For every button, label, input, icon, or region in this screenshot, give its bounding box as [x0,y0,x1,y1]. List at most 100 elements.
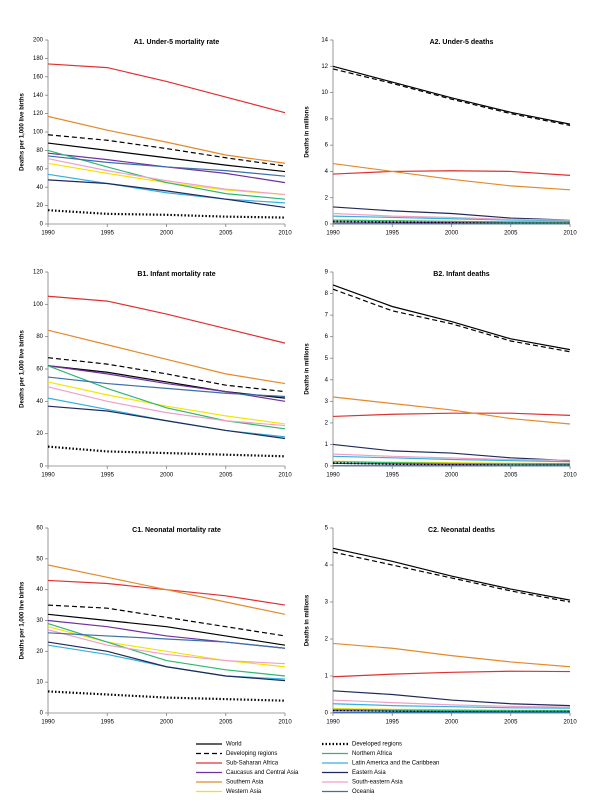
y-tick-label: 5 [325,356,329,362]
series-line [332,642,571,668]
series-line [47,376,286,398]
y-tick-label: 160 [33,74,44,80]
legend-label: Eastern Asia [352,770,386,776]
series-line [332,453,571,461]
y-tick-label: 7 [325,313,329,319]
series-line [332,461,570,465]
series-line [332,284,571,351]
x-tick-label: 2005 [219,231,233,237]
series-line [47,397,286,438]
series-line [332,206,571,221]
y-tick-label: 4 [325,169,329,175]
series-line [47,381,286,425]
y-tick-label: 3 [325,600,329,606]
chart-title: B2. Infant deaths [433,271,490,278]
legend-label: Developing regions [226,751,277,757]
series-line [47,142,286,173]
x-tick-label: 2005 [219,720,233,726]
series-line [47,329,286,385]
legend-label: Sub-Saharan Africa [226,761,279,767]
x-tick-label: 1990 [41,720,55,726]
legend-label: South-eastern Asia [352,780,403,786]
y-tick-label: 0 [325,222,329,228]
x-tick-label: 1990 [326,473,340,479]
x-tick-label: 2000 [445,231,459,237]
x-tick-label: 2005 [219,473,233,479]
y-tick-label: 20 [36,649,43,655]
y-tick-label: 80 [36,148,43,154]
y-tick-label: 2 [325,637,329,643]
y-axis-label: Deaths in millions [305,594,311,646]
y-tick-label: 0 [325,711,329,717]
y-tick-label: 20 [36,203,43,209]
y-tick-label: 80 [36,334,43,340]
series-line [47,386,286,427]
y-tick-label: 4 [325,563,329,569]
x-tick-label: 1990 [41,231,55,237]
series-line [332,547,571,601]
series-line [332,170,571,176]
series-line [47,63,286,114]
series-line [332,708,570,712]
legend-label: Oceania [352,789,375,795]
x-tick-label: 2005 [504,473,518,479]
x-tick-label: 2005 [504,720,518,726]
x-tick-label: 2005 [504,231,518,237]
y-tick-label: 1 [325,674,329,680]
y-tick-label: 60 [36,526,43,532]
series-line [47,173,286,204]
series-line [47,179,286,209]
y-tick-label: 10 [321,90,328,96]
y-tick-label: 0 [325,464,329,470]
y-tick-label: 8 [325,116,329,122]
series-line [332,551,571,603]
x-tick-label: 2000 [445,473,459,479]
y-tick-label: 0 [40,222,44,228]
series-line [47,158,286,196]
series-line [47,209,286,219]
x-tick-label: 2010 [278,231,292,237]
legend-label: Latin America and the Caribbean [352,761,439,767]
y-tick-label: 4 [325,377,329,383]
x-tick-label: 1990 [326,720,340,726]
series-line [332,708,570,713]
y-tick-label: 100 [33,302,44,308]
y-tick-label: 60 [36,367,43,373]
series-line [332,162,571,191]
chart-title: A2. Under-5 deaths [430,39,494,46]
y-axis-label: Deaths per 1,000 live births [20,329,26,407]
legend-label: Western Asia [226,789,262,795]
y-tick-label: 100 [33,130,44,136]
series-line [332,219,570,223]
y-tick-label: 6 [325,143,329,149]
x-tick-label: 2000 [160,720,174,726]
series-line [332,443,571,462]
series-line [47,155,286,177]
series-line [47,295,286,344]
x-tick-label: 1995 [386,720,400,726]
series-line [47,626,286,668]
x-tick-label: 1995 [101,231,115,237]
y-tick-label: 40 [36,587,43,593]
series-line [332,212,571,221]
y-tick-label: 40 [36,185,43,191]
x-tick-label: 1990 [41,473,55,479]
x-tick-label: 1995 [101,473,115,479]
y-tick-label: 9 [325,270,329,276]
series-line [332,68,571,127]
series-line [47,623,286,677]
series-line [47,564,286,615]
y-tick-label: 3 [325,399,329,405]
chart-title: C1. Neonatal mortality rate [132,527,221,534]
series-line [47,357,286,393]
legend-label: World [226,742,242,748]
series-line [47,115,286,164]
chart-title: C2. Neonatal deaths [428,527,495,534]
series-line [332,288,571,353]
series-line [47,604,286,637]
y-tick-label: 14 [321,38,328,44]
series-line [47,613,286,646]
y-axis-label: Deaths in millions [305,343,311,395]
series-line [332,412,571,418]
